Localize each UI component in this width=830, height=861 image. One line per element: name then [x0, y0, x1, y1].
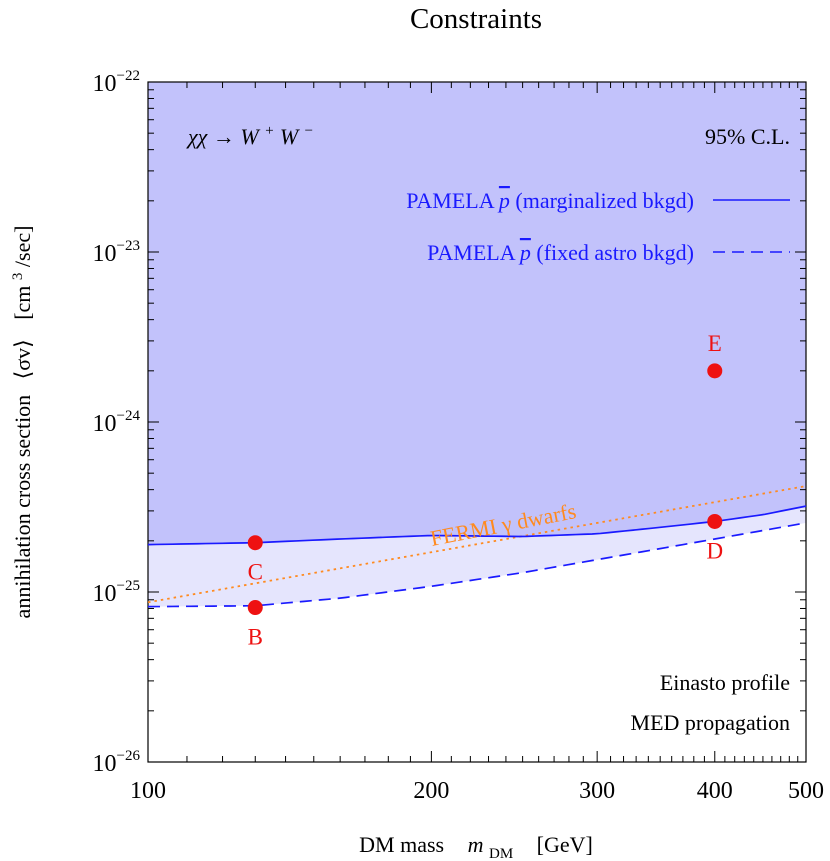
uncertainty-band: [148, 506, 806, 607]
y-tick-label: 10−26: [93, 748, 141, 777]
y-axis-label: annihilation cross section ⟨σv⟩ [cm 3 /s…: [2, 226, 35, 619]
benchmark-point-e: [707, 363, 723, 379]
x-axis-label-subscript: DM: [489, 846, 513, 861]
pamela-fixed-curve: [147, 522, 807, 608]
y-axis-label-unit-pre: [cm: [10, 286, 35, 320]
y-axis-label-unit-post: /sec]: [10, 226, 35, 268]
legend-marginalized-post: (marginalized bkgd): [515, 188, 694, 213]
chart-title: Constraints: [410, 3, 542, 35]
y-tick-label: 10−24: [93, 408, 141, 437]
benchmark-label-e: E: [708, 331, 722, 356]
process-mid: W: [280, 124, 300, 149]
process-sup2: −: [304, 123, 314, 139]
legend-fixed-post: (fixed astro bkgd): [536, 240, 694, 265]
x-tick-label: 200: [413, 778, 449, 804]
y-axis-label-text: annihilation cross section: [10, 395, 35, 619]
legend-entry-fixed: PAMELA p (fixed astro bkgd): [427, 240, 694, 265]
legend: PAMELA p (marginalized bkgd) PAMELA p (f…: [406, 188, 790, 265]
legend-marginalized-symbol: p: [497, 188, 510, 213]
legend-fixed-symbol: p: [518, 240, 531, 265]
x-axis-label: DM mass m DM [GeV]: [359, 832, 593, 861]
benchmark-point-c: [247, 535, 263, 551]
excluded-region: [148, 82, 806, 545]
process-pre: χχ → W: [186, 124, 260, 149]
y-tick-label: 10−25: [93, 578, 140, 607]
y-tick-label: 10−22: [93, 68, 140, 97]
x-axis-label-unit: [GeV]: [537, 832, 593, 857]
x-tick-label: 100: [130, 778, 166, 804]
y-tick-label: 10−23: [93, 238, 140, 267]
x-tick-label: 300: [579, 778, 615, 804]
plot-frame: [147, 81, 807, 763]
benchmark-label-d: D: [706, 538, 723, 563]
legend-fixed-pre: PAMELA: [427, 240, 520, 265]
profile-annotation: Einasto profile: [660, 670, 790, 695]
x-tick-labels: 100 200 300 400 500: [130, 778, 824, 804]
x-axis-label-text: DM mass: [359, 832, 444, 857]
x-tick-label: 400: [697, 778, 733, 804]
y-axis-label-symbol: ⟨σv⟩: [10, 339, 35, 379]
benchmark-point-d: [707, 513, 723, 529]
fermi-dwarfs-curve: [147, 485, 807, 604]
x-axis-label-symbol: m: [468, 832, 484, 857]
process-label: χχ → W + W −: [186, 115, 314, 149]
confidence-label: 95% C.L.: [705, 124, 790, 149]
benchmark-label-c: C: [248, 560, 263, 585]
x-tick-label: 500: [788, 778, 824, 804]
benchmark-label-b: B: [248, 625, 263, 650]
legend-entry-marginalized: PAMELA p (marginalized bkgd): [406, 188, 694, 213]
y-axis-label-unit-exp: 3: [10, 273, 26, 281]
process-sup1: +: [264, 123, 274, 139]
legend-marginalized-pre: PAMELA: [406, 188, 499, 213]
y-tick-labels: 10−26 10−25 10−24 10−23 10−22: [93, 68, 141, 777]
points-group: B C D E: [248, 331, 723, 650]
propagation-annotation: MED propagation: [631, 710, 790, 735]
benchmark-point-b: [247, 600, 263, 616]
